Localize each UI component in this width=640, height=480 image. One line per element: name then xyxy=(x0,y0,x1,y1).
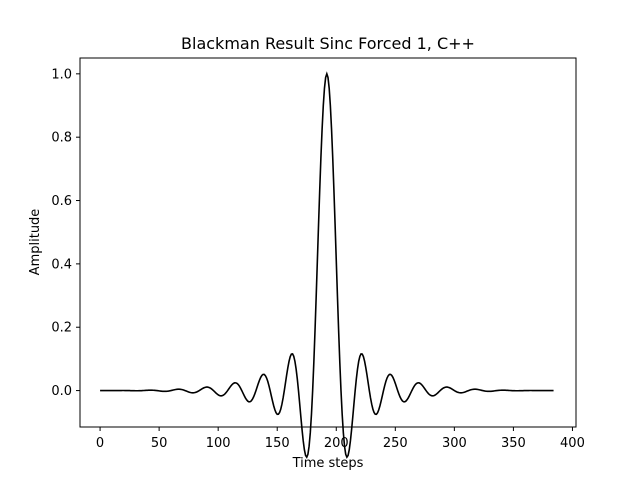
series-line-0 xyxy=(100,71,554,459)
y-tick-label: 0.0 xyxy=(51,384,72,399)
chart-title: Blackman Result Sinc Forced 1, C++ xyxy=(181,34,475,53)
x-tick-label: 400 xyxy=(560,436,585,451)
x-tick-label: 150 xyxy=(265,436,290,451)
x-tick-label: 350 xyxy=(501,436,526,451)
y-tick-label: 1.0 xyxy=(51,67,72,82)
x-tick-label: 50 xyxy=(151,436,168,451)
plot-area xyxy=(80,58,576,427)
x-tick-label: 250 xyxy=(383,436,408,451)
x-axis-label: Time steps xyxy=(292,456,364,471)
y-tick-label: 0.4 xyxy=(51,257,72,272)
x-tick-label: 100 xyxy=(206,436,231,451)
x-tick-label: 0 xyxy=(96,436,104,451)
x-tick-label: 200 xyxy=(324,436,349,451)
plot-frame xyxy=(79,57,577,428)
y-axis-label: Amplitude xyxy=(28,209,43,276)
x-axis: 0 50 100 150 200 250 300 350 400 xyxy=(96,427,585,451)
y-tick-label: 0.6 xyxy=(51,194,72,209)
series-layer xyxy=(100,71,554,459)
y-tick-label: 0.2 xyxy=(51,321,72,336)
y-tick-label: 0.8 xyxy=(51,131,72,146)
x-tick-label: 300 xyxy=(442,436,467,451)
y-axis: 0.0 0.2 0.4 0.6 0.8 1.0 xyxy=(51,67,80,399)
